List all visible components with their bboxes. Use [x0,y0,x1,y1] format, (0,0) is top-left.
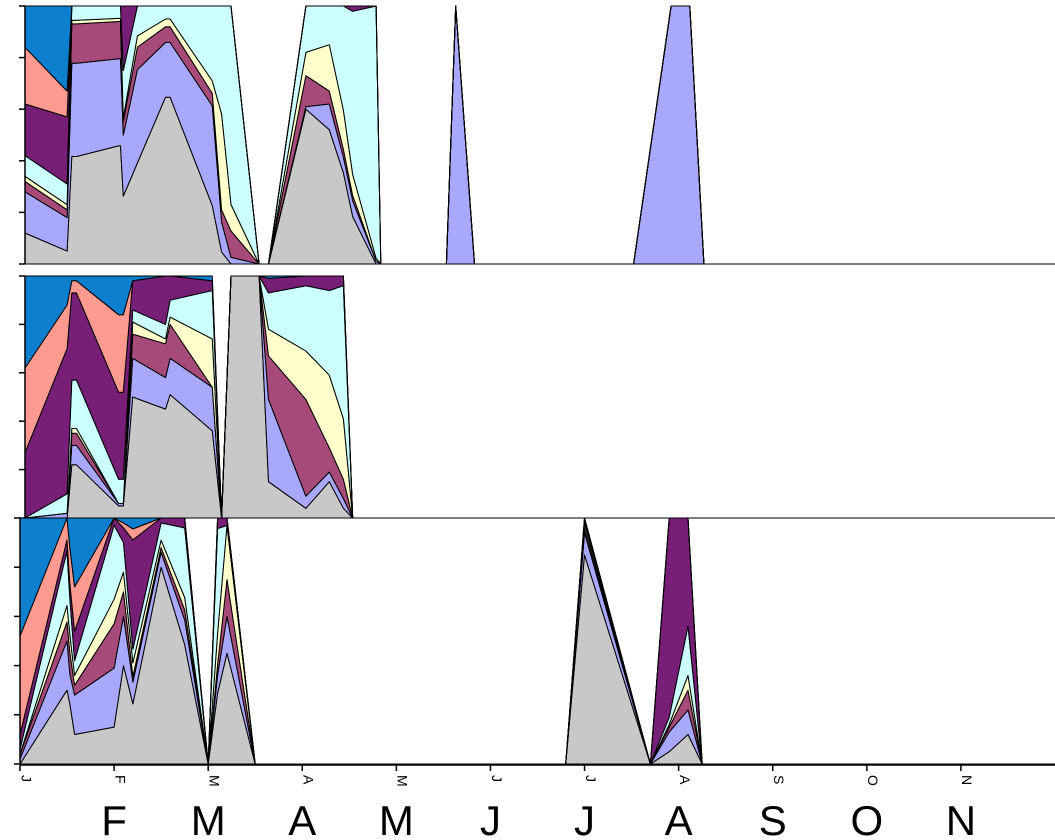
x-tick-label-large: S [759,797,787,840]
x-tick-label-large: M [191,797,226,840]
x-tick-label-small: F [112,775,128,784]
panel-2-series-8-area [24,275,1055,519]
x-tick-label-small: A [677,775,693,785]
x-tick-label-small: O [865,775,881,786]
x-tick-label-small: M [395,775,411,787]
x-tick-label-large: M [379,797,414,840]
x-axis: J F M A M J J A S O N F M A M J J A S O N [18,764,1055,840]
panels-layer [14,5,1055,765]
panel-2 [19,275,1055,519]
x-tick-label-large: J [574,797,595,840]
x-tick-label-large: F [101,797,127,840]
panel-1 [19,5,1055,265]
x-tick-label-small: S [771,775,787,784]
x-tick-label-large: N [946,797,976,840]
x-tick-label-large: A [288,797,316,840]
x-tick-label-large: J [480,797,501,840]
x-tick-label-small: N [959,775,975,785]
x-tick-label-small: J [489,775,505,782]
x-tick-label-small: J [18,775,34,782]
x-tick-label-large: A [665,797,693,840]
panel-3-series-8-area [19,517,1055,765]
x-tick-label-small: J [583,775,599,782]
x-tick-label-small: A [301,775,317,785]
x-tick-label-large: O [850,797,883,840]
x-tick-label-small: M [206,775,222,787]
panel-3 [14,517,1055,765]
panel-1-series-8-area [24,5,1055,265]
